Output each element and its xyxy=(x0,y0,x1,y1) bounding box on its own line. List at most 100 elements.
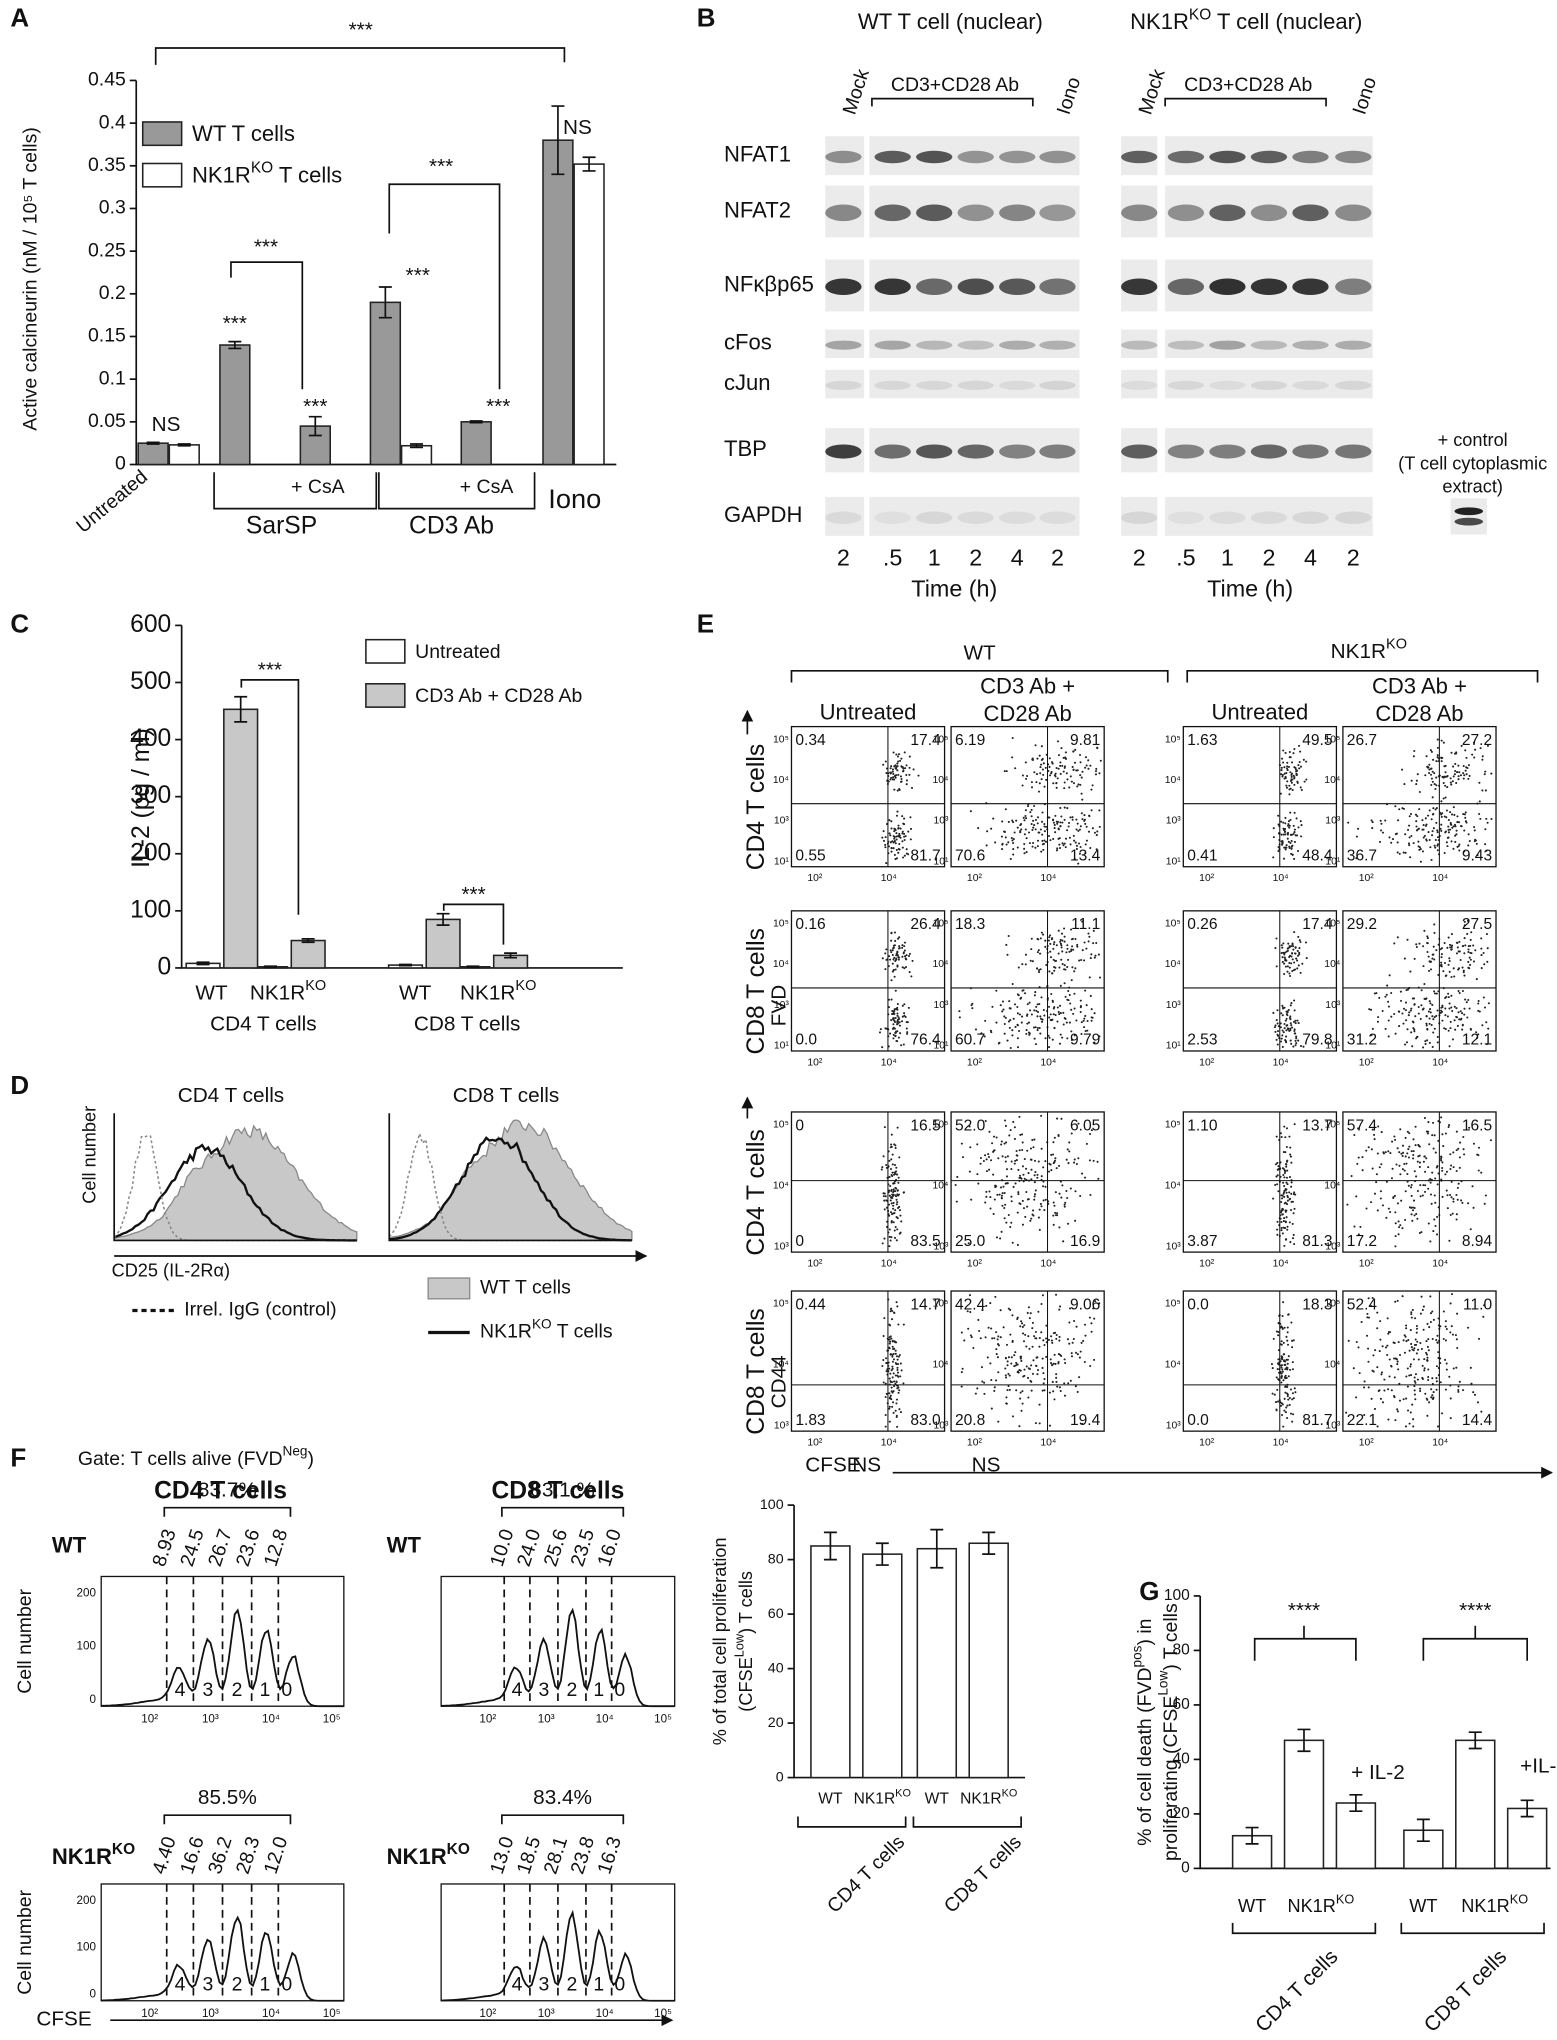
dot xyxy=(1426,942,1429,945)
dot xyxy=(1074,1351,1078,1354)
dot xyxy=(1281,1358,1284,1361)
dot xyxy=(894,842,897,845)
dot xyxy=(1085,825,1088,828)
dot xyxy=(1457,764,1460,767)
dot xyxy=(1056,777,1059,780)
y-tick-label: 0.15 xyxy=(88,325,126,347)
dot xyxy=(1294,1044,1297,1047)
generation-label: 4 xyxy=(175,1679,186,1701)
dot xyxy=(970,1004,973,1007)
histogram-axis xyxy=(388,1113,632,1242)
blot-band xyxy=(916,380,953,390)
dot xyxy=(1026,805,1030,808)
y-tick-label: 10⁴ xyxy=(1165,1360,1181,1371)
dot xyxy=(1420,1347,1423,1351)
dot xyxy=(1036,1029,1039,1032)
dot xyxy=(1289,818,1292,821)
dot xyxy=(1427,831,1430,834)
dot xyxy=(1298,951,1301,954)
dot xyxy=(968,1170,971,1173)
dot xyxy=(1277,1168,1280,1171)
fraction-label: 16.6 xyxy=(176,1834,209,1877)
dot xyxy=(1026,1149,1029,1152)
dot xyxy=(1461,966,1464,969)
dot xyxy=(1445,1368,1448,1371)
y-axis-label: Cell number xyxy=(14,1889,36,1994)
dot xyxy=(1282,1007,1285,1010)
dot xyxy=(1037,938,1040,941)
bar xyxy=(425,918,461,969)
dot xyxy=(1422,1184,1425,1187)
dot xyxy=(1286,1194,1289,1197)
dot xyxy=(1367,1316,1371,1319)
dot xyxy=(895,1187,898,1190)
histogram xyxy=(101,1608,344,1708)
dot xyxy=(1409,813,1413,816)
blot-band xyxy=(1209,150,1246,164)
dot xyxy=(904,835,907,838)
dot xyxy=(1446,845,1449,848)
dot xyxy=(1274,947,1277,950)
dot xyxy=(1441,1161,1444,1164)
dot xyxy=(1355,1340,1358,1344)
dot xyxy=(894,960,897,963)
dot xyxy=(885,772,888,775)
dot xyxy=(1292,1233,1295,1237)
dot xyxy=(1434,1151,1437,1154)
dot xyxy=(1090,1008,1093,1011)
dot xyxy=(1275,1019,1278,1022)
dot xyxy=(1453,1019,1456,1022)
y-tick-label: 10⁴ xyxy=(773,959,789,970)
dot xyxy=(1347,821,1350,824)
dot xyxy=(1286,1228,1289,1231)
dot xyxy=(1281,843,1284,846)
dot xyxy=(1277,814,1280,817)
dot xyxy=(1480,1171,1483,1174)
dot xyxy=(1464,998,1467,1001)
dot xyxy=(1033,1181,1036,1184)
dot xyxy=(1416,1378,1419,1381)
dot xyxy=(1464,811,1467,814)
y-axis-label: CD44 xyxy=(767,1355,790,1408)
dot xyxy=(1049,1013,1052,1016)
dot xyxy=(1283,1326,1286,1329)
dot xyxy=(903,838,906,842)
dot xyxy=(1426,1414,1429,1417)
generation-label: 2 xyxy=(232,1679,243,1701)
dot xyxy=(1013,1354,1016,1357)
error-bar xyxy=(177,443,191,447)
dot xyxy=(1285,1145,1288,1149)
dot xyxy=(889,767,892,770)
dot xyxy=(1281,1213,1284,1216)
dot xyxy=(1453,823,1457,826)
dot xyxy=(1037,1160,1040,1163)
dot xyxy=(992,817,995,820)
dot xyxy=(1387,1207,1390,1210)
dot xyxy=(1429,1193,1433,1196)
blot-band xyxy=(1335,380,1372,390)
dot xyxy=(1440,1178,1443,1181)
dot xyxy=(1040,1114,1043,1117)
dot xyxy=(892,1221,895,1224)
dot xyxy=(1441,1019,1444,1022)
dot xyxy=(1396,936,1399,939)
dot xyxy=(1047,939,1050,942)
dot xyxy=(885,1370,888,1373)
dot xyxy=(891,962,894,965)
bar xyxy=(1506,1807,1548,1870)
dot xyxy=(1275,965,1278,968)
quadrant-value: 2.53 xyxy=(1187,1032,1217,1049)
dot xyxy=(1434,838,1437,842)
dot xyxy=(1469,958,1472,961)
dot xyxy=(893,788,896,791)
dot xyxy=(1457,1388,1460,1392)
dot xyxy=(1014,1182,1017,1185)
dot xyxy=(1097,953,1100,956)
dot xyxy=(1283,1176,1286,1179)
dot xyxy=(1435,1014,1438,1017)
error-bar xyxy=(469,420,483,424)
dot xyxy=(890,820,893,823)
dot xyxy=(1414,1015,1417,1018)
dot xyxy=(1003,1032,1006,1035)
